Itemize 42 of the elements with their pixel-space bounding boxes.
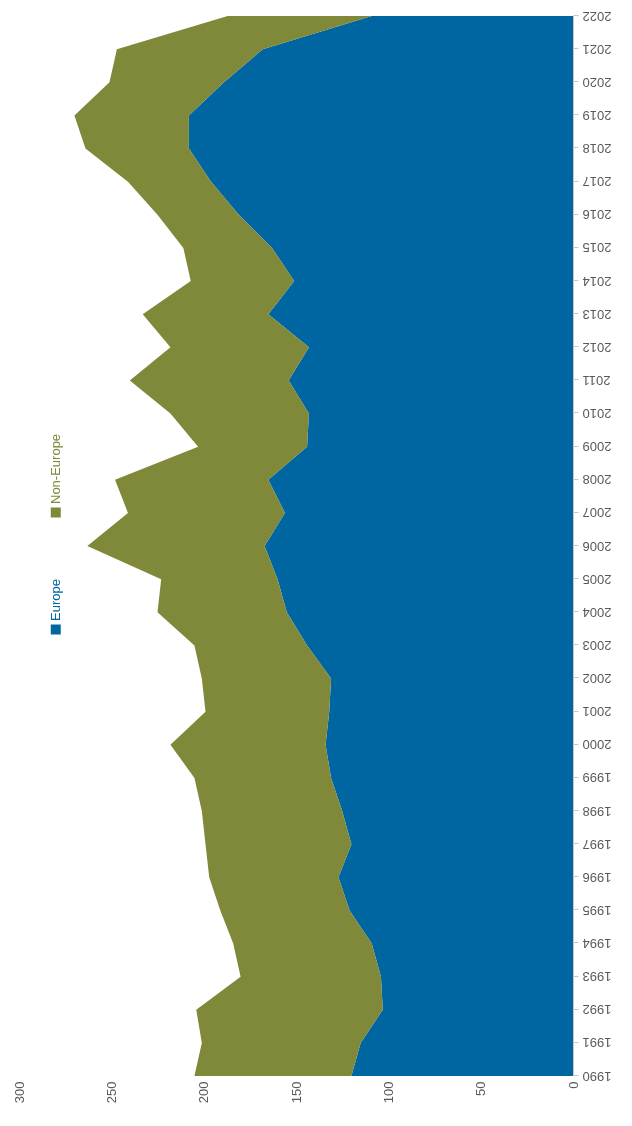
text: Non-Europe — [47, 433, 63, 504]
x-tick-label: 150 — [288, 1081, 304, 1104]
y-tick-label: 1992 — [582, 1002, 612, 1018]
y-tick-label: 1994 — [582, 936, 612, 951]
y-tick-label: 2015 — [582, 240, 612, 256]
y-tick-label: 2000 — [582, 737, 612, 753]
y-tick-label: 2011 — [582, 372, 611, 388]
x-tick-label: 100 — [380, 1081, 396, 1104]
y-tick-label: 2012 — [582, 339, 612, 355]
y-tick-label: 2021 — [582, 41, 612, 57]
y-tick-label: 2017 — [582, 174, 612, 190]
y-tick-label: 2003 — [582, 637, 612, 653]
y-tick-label: 1997 — [582, 836, 612, 852]
y-tick-label: 2019 — [582, 107, 612, 123]
y-tick-label: 1993 — [582, 969, 612, 985]
y-tick-label: 2022 — [582, 8, 612, 24]
y-tick-label: 1996 — [582, 869, 612, 885]
y-tick-label: 2009 — [582, 439, 612, 455]
y-tick-label: 2006 — [582, 538, 612, 554]
y-tick-label: 2007 — [582, 505, 612, 521]
y-tick-label: 2016 — [582, 207, 612, 223]
text: Europe — [47, 579, 63, 621]
x-tick-label: 0 — [565, 1081, 581, 1089]
y-tick-label: 2010 — [582, 406, 612, 421]
y-tick-label: 1998 — [582, 803, 612, 819]
x-tick-label: 50 — [473, 1081, 489, 1096]
x-tick-label: 250 — [103, 1081, 119, 1104]
y-tick-label: 2002 — [582, 671, 612, 686]
x-tick-label: 300 — [11, 1081, 27, 1104]
y-tick-label: 2008 — [582, 472, 612, 488]
y-tick-label: 2014 — [582, 273, 612, 289]
y-tick-label: 2001 — [582, 704, 612, 720]
y-tick-label: 2005 — [582, 571, 612, 587]
y-tick-label: 2018 — [582, 141, 612, 156]
y-tick-label: 1990 — [582, 1068, 612, 1084]
y-tick-label: 1991 — [582, 1035, 612, 1051]
x-tick-label: 200 — [196, 1081, 212, 1104]
y-tick-label: 2020 — [582, 74, 612, 90]
y-tick-label: 1999 — [582, 770, 612, 786]
y-tick-label: 1995 — [582, 902, 612, 918]
y-tick-label: 2004 — [582, 604, 612, 620]
y-tick-label: 2013 — [582, 306, 612, 322]
